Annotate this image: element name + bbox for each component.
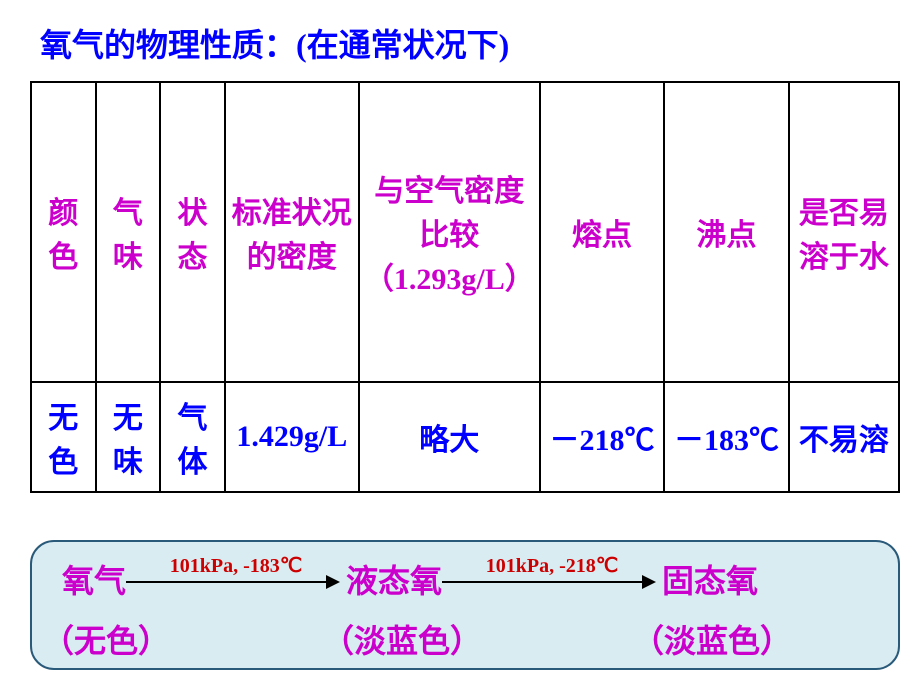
phase-liquid-color: （淡蓝色） <box>322 616 632 662</box>
val-color: 无色 <box>31 382 96 492</box>
header-row: 颜色 气味 状态 标准状况的密度 与空气密度比较（1.293g/L） 熔点 沸点… <box>31 82 899 382</box>
arrow-1-label: 101kPa, -183℃ <box>126 553 346 578</box>
arrow-1: 101kPa, -183℃ <box>126 559 346 599</box>
val-mp: －218℃ <box>540 382 665 492</box>
hdr-solub: 是否易溶于水 <box>789 82 899 382</box>
arrow-2: 101kPa, -218℃ <box>442 559 662 599</box>
val-density: 1.429g/L <box>225 382 359 492</box>
arrow-1-line <box>126 581 326 583</box>
phase-liquid-name: 液态氧 <box>346 556 442 602</box>
val-bp: －183℃ <box>664 382 789 492</box>
arrow-2-line <box>442 581 642 583</box>
phase-row-colors: （无色） （淡蓝色） （淡蓝色） <box>32 616 898 662</box>
hdr-vs-air: 与空气密度比较（1.293g/L） <box>359 82 540 382</box>
val-solub: 不易溶 <box>789 382 899 492</box>
hdr-density: 标准状况的密度 <box>225 82 359 382</box>
arrow-2-head <box>642 575 656 589</box>
hdr-mp: 熔点 <box>540 82 665 382</box>
properties-table: 颜色 气味 状态 标准状况的密度 与空气密度比较（1.293g/L） 熔点 沸点… <box>30 81 900 493</box>
val-vs-air: 略大 <box>359 382 540 492</box>
value-row: 无色 无味 气体 1.429g/L 略大 －218℃ －183℃ 不易溶 <box>31 382 899 492</box>
hdr-smell: 气味 <box>96 82 161 382</box>
page-title: 氧气的物理性质：(在通常状况下) <box>0 0 920 81</box>
phase-diagram: 氧气 101kPa, -183℃ 液态氧 101kPa, -218℃ 固态氧 （… <box>30 540 900 670</box>
hdr-color: 颜色 <box>31 82 96 382</box>
phase-gas-color: （无色） <box>42 616 322 662</box>
arrow-2-label: 101kPa, -218℃ <box>442 553 662 578</box>
val-smell: 无味 <box>96 382 161 492</box>
hdr-bp: 沸点 <box>664 82 789 382</box>
val-state: 气体 <box>160 382 225 492</box>
phase-solid-name: 固态氧 <box>662 556 758 602</box>
hdr-state: 状态 <box>160 82 225 382</box>
phase-row-names: 氧气 101kPa, -183℃ 液态氧 101kPa, -218℃ 固态氧 <box>32 556 898 602</box>
phase-gas-name: 氧气 <box>62 556 126 602</box>
phase-solid-color: （淡蓝色） <box>632 616 792 662</box>
arrow-1-head <box>326 575 340 589</box>
